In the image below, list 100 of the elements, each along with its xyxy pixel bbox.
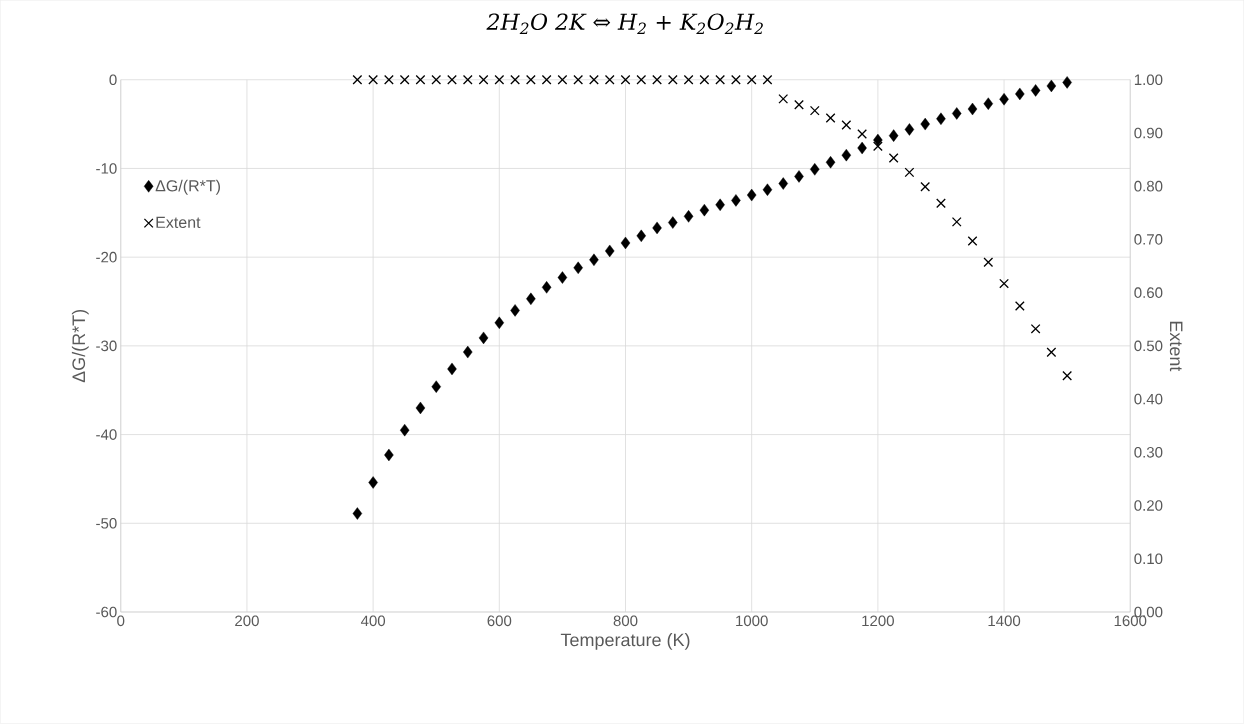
x-tick-label: 600: [487, 615, 512, 627]
point: [872, 141, 883, 152]
point: [841, 120, 852, 130]
x-tick-label: 800: [613, 615, 638, 627]
point: [526, 292, 536, 306]
point: [841, 149, 852, 162]
point: [652, 221, 662, 235]
y2-tick-label: 0.60: [1134, 287, 1163, 299]
point: [1062, 370, 1073, 381]
point: [967, 102, 978, 116]
y-tick-label: -50: [96, 518, 117, 529]
y-tick-label: -20: [96, 251, 117, 263]
point: [825, 113, 836, 124]
point: [636, 74, 647, 85]
point: [368, 476, 378, 489]
point: [352, 74, 363, 85]
y-tick-label: 0: [109, 74, 117, 86]
point: [604, 74, 615, 85]
x-tick-label: 0: [117, 615, 125, 627]
point: [447, 362, 457, 376]
point: [873, 133, 883, 147]
point: [920, 181, 931, 192]
y2-tick-label: 0.20: [1134, 500, 1163, 511]
point: [478, 74, 489, 85]
point: [525, 74, 536, 85]
point: [1030, 84, 1041, 97]
point: [541, 281, 552, 294]
point: [715, 198, 725, 212]
x-tick-label: 1000: [736, 615, 768, 627]
point: [731, 194, 741, 207]
point: [589, 253, 599, 267]
point: [463, 346, 473, 359]
point: [447, 74, 457, 85]
point: [794, 99, 804, 110]
point: [936, 112, 946, 126]
point: [762, 183, 773, 197]
y-tick-label: -30: [96, 340, 117, 352]
point: [857, 141, 867, 155]
point: [1014, 301, 1025, 311]
y-tick-label: -60: [96, 606, 117, 618]
point: [494, 74, 505, 85]
point: [667, 74, 678, 85]
point: [462, 74, 473, 85]
point: [857, 129, 867, 140]
x-tick-label: 1200: [862, 615, 894, 627]
y2-tick-label: 0.70: [1134, 234, 1163, 245]
point: [668, 216, 678, 229]
point: [778, 94, 789, 104]
point: [983, 97, 993, 111]
point: [952, 107, 962, 120]
point: [699, 204, 710, 217]
point: [557, 74, 568, 85]
y2-tick-label: 0.90: [1134, 127, 1163, 139]
point: [589, 74, 599, 85]
point: [399, 424, 410, 437]
point: [715, 74, 726, 85]
point: [573, 261, 583, 275]
point: [415, 74, 426, 85]
point: [920, 118, 930, 131]
point: [951, 217, 962, 227]
point: [904, 123, 915, 136]
point: [510, 304, 520, 317]
point: [778, 177, 788, 190]
point: [936, 198, 946, 209]
y2-tick-label: 0.40: [1134, 393, 1163, 405]
y-tick-label: -10: [96, 163, 117, 174]
y2-tick-label: 1.00: [1134, 74, 1163, 86]
point: [573, 74, 584, 85]
point: [415, 401, 426, 415]
point: [999, 93, 1009, 106]
point: [888, 129, 899, 142]
point: [605, 244, 615, 258]
point: [1046, 347, 1057, 358]
y2-tick-label: 0.50: [1134, 340, 1163, 352]
point: [1062, 76, 1072, 89]
y2-tick-label: 0.30: [1134, 447, 1163, 458]
point: [746, 188, 757, 202]
legend-label: Extent: [156, 216, 201, 229]
point: [794, 170, 804, 183]
legend-label: ΔG/(R*T): [155, 179, 220, 195]
point: [999, 278, 1009, 289]
y2-tick-label: 0.10: [1134, 553, 1163, 565]
point: [983, 257, 994, 268]
point: [399, 74, 410, 85]
point: [384, 74, 394, 85]
x-tick-label: 1400: [988, 615, 1021, 627]
point: [683, 74, 694, 85]
point: [746, 74, 757, 85]
point: [810, 163, 820, 176]
point: [384, 448, 394, 462]
point: [731, 74, 741, 85]
point: [904, 167, 915, 178]
point: [1046, 79, 1057, 93]
point: [683, 210, 694, 223]
point: [620, 74, 631, 85]
point: [699, 74, 710, 85]
point: [494, 316, 505, 330]
point: [762, 74, 773, 85]
point: [541, 74, 552, 85]
point: [967, 236, 978, 247]
